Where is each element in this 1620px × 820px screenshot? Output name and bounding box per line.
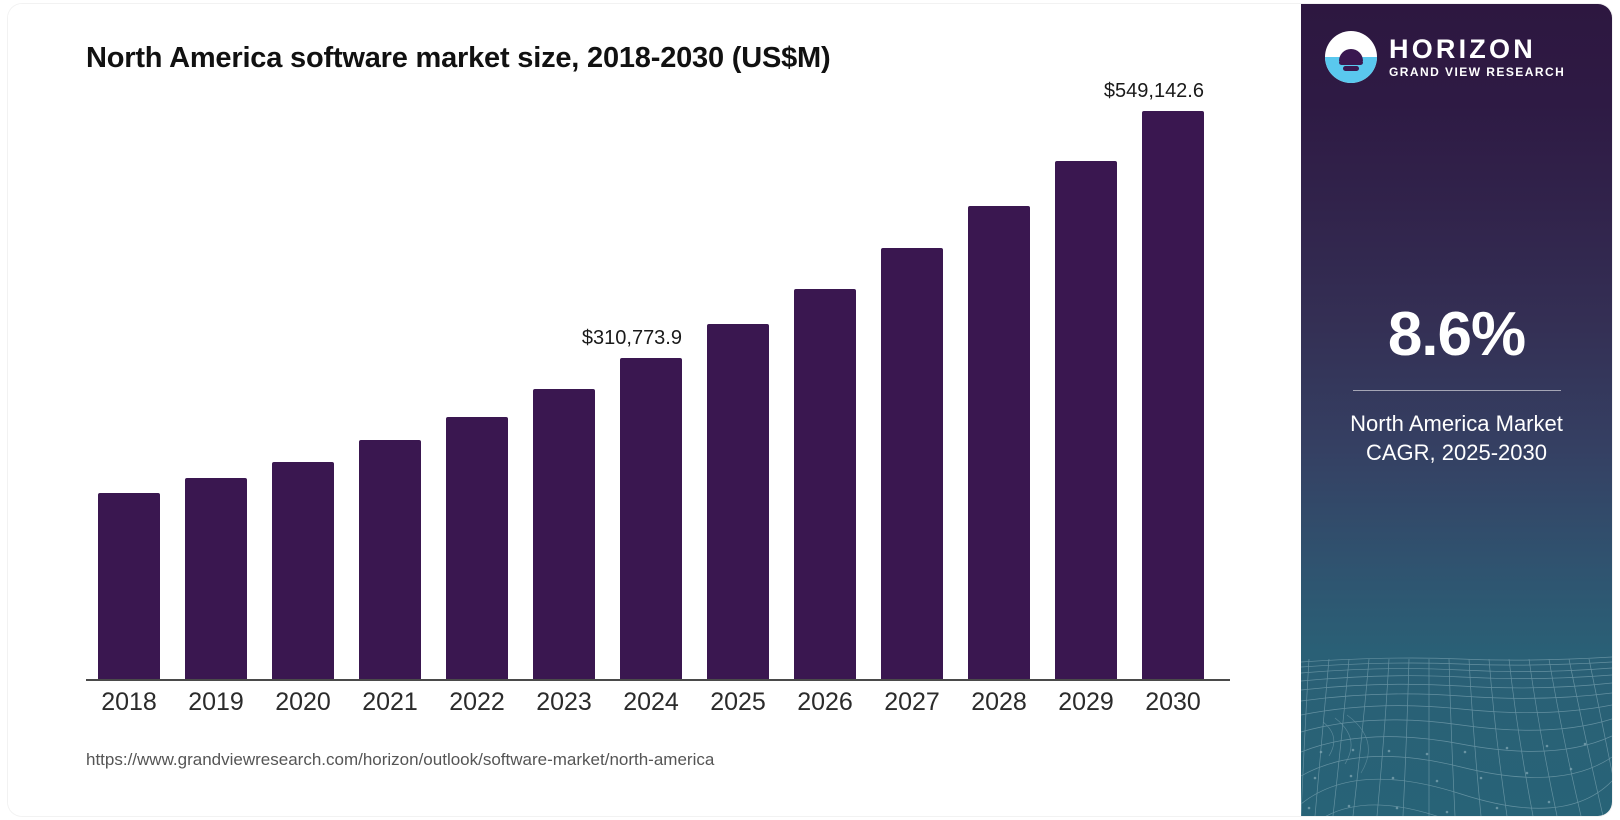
horizon-logo: HORIZON GRAND VIEW RESEARCH bbox=[1325, 28, 1589, 86]
bar-value-label-2024: $310,773.9 bbox=[581, 327, 682, 349]
perspective-grid-decoration bbox=[1301, 626, 1612, 816]
x-tick-2030: 2030 bbox=[1145, 688, 1201, 716]
bar-value-label-2030: $549,142.6 bbox=[1103, 80, 1204, 102]
bar-series: $310,773.9 $549,142.6 bbox=[86, 80, 1216, 679]
cagr-description-line-1: North America Market bbox=[1350, 411, 1563, 436]
bar-2028[interactable] bbox=[968, 206, 1030, 679]
logo-wordmark: HORIZON bbox=[1389, 33, 1536, 64]
logo-wordmark-group: HORIZON GRAND VIEW RESEARCH bbox=[1389, 33, 1566, 80]
x-tick-2024: 2024 bbox=[623, 688, 679, 716]
cagr-description-line-2: CAGR, 2025-2030 bbox=[1366, 440, 1547, 466]
bar-2022[interactable] bbox=[446, 417, 508, 679]
x-tick-2019: 2019 bbox=[188, 688, 244, 716]
horizon-sunrise-icon bbox=[1325, 31, 1377, 83]
logo-dome-shape bbox=[1339, 48, 1363, 61]
x-tick-2025: 2025 bbox=[710, 688, 766, 716]
cagr-description: North America Market CAGR, 2025-2030 bbox=[1301, 409, 1612, 467]
bar-2027[interactable] bbox=[881, 248, 943, 679]
source-url-text[interactable]: https://www.grandviewresearch.com/horizo… bbox=[86, 750, 715, 769]
x-tick-2026: 2026 bbox=[797, 688, 853, 716]
x-axis-line bbox=[86, 679, 1230, 681]
plot-area: $310,773.9 $549,142.6 bbox=[86, 80, 1216, 680]
cagr-divider bbox=[1352, 390, 1561, 391]
bar-2024[interactable] bbox=[620, 358, 682, 679]
bar-2021[interactable] bbox=[359, 440, 421, 679]
cagr-value: 8.6% bbox=[1387, 300, 1526, 369]
chart-card: North America software market size, 2018… bbox=[8, 4, 1612, 816]
bar-2019[interactable] bbox=[185, 478, 247, 679]
logo-bar-lower bbox=[1343, 66, 1359, 71]
chart-panel: North America software market size, 2018… bbox=[8, 4, 1301, 816]
bar-2018[interactable] bbox=[98, 493, 160, 679]
logo-bar-upper bbox=[1339, 60, 1363, 65]
x-tick-2023: 2023 bbox=[536, 688, 592, 716]
bar-2020[interactable] bbox=[272, 462, 334, 679]
chart-title: North America software market size, 2018… bbox=[86, 42, 831, 74]
bar-2026[interactable] bbox=[794, 289, 856, 679]
cagr-block: 8.6% North America Market CAGR, 2025-203… bbox=[1301, 304, 1612, 467]
bar-2023[interactable] bbox=[533, 389, 595, 679]
x-tick-2022: 2022 bbox=[449, 688, 505, 716]
x-axis-tick-labels: 2018 2019 2020 2021 2022 2023 2024 2025 2026 2027… bbox=[86, 688, 1216, 728]
x-tick-2027: 2027 bbox=[884, 688, 940, 716]
x-tick-2021: 2021 bbox=[362, 688, 418, 716]
logo-tagline: GRAND VIEW RESEARCH bbox=[1389, 64, 1566, 79]
x-tick-2018: 2018 bbox=[101, 688, 157, 716]
x-tick-2020: 2020 bbox=[275, 688, 331, 716]
x-tick-2029: 2029 bbox=[1058, 688, 1114, 716]
bar-2025[interactable] bbox=[707, 324, 769, 679]
bar-2029[interactable] bbox=[1055, 161, 1117, 679]
bar-2030[interactable] bbox=[1142, 111, 1204, 679]
x-tick-2028: 2028 bbox=[971, 688, 1027, 716]
brand-sidebar: HORIZON GRAND VIEW RESEARCH 8.6% North A… bbox=[1301, 4, 1612, 816]
